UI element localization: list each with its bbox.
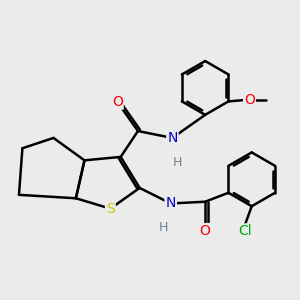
Text: N: N: [166, 196, 176, 210]
Text: H: H: [159, 221, 169, 234]
Text: S: S: [106, 202, 115, 216]
Text: O: O: [112, 95, 123, 109]
Text: H: H: [173, 156, 182, 169]
Text: N: N: [167, 131, 178, 145]
Text: O: O: [244, 93, 255, 107]
Text: O: O: [200, 224, 211, 238]
Text: Cl: Cl: [238, 224, 252, 239]
